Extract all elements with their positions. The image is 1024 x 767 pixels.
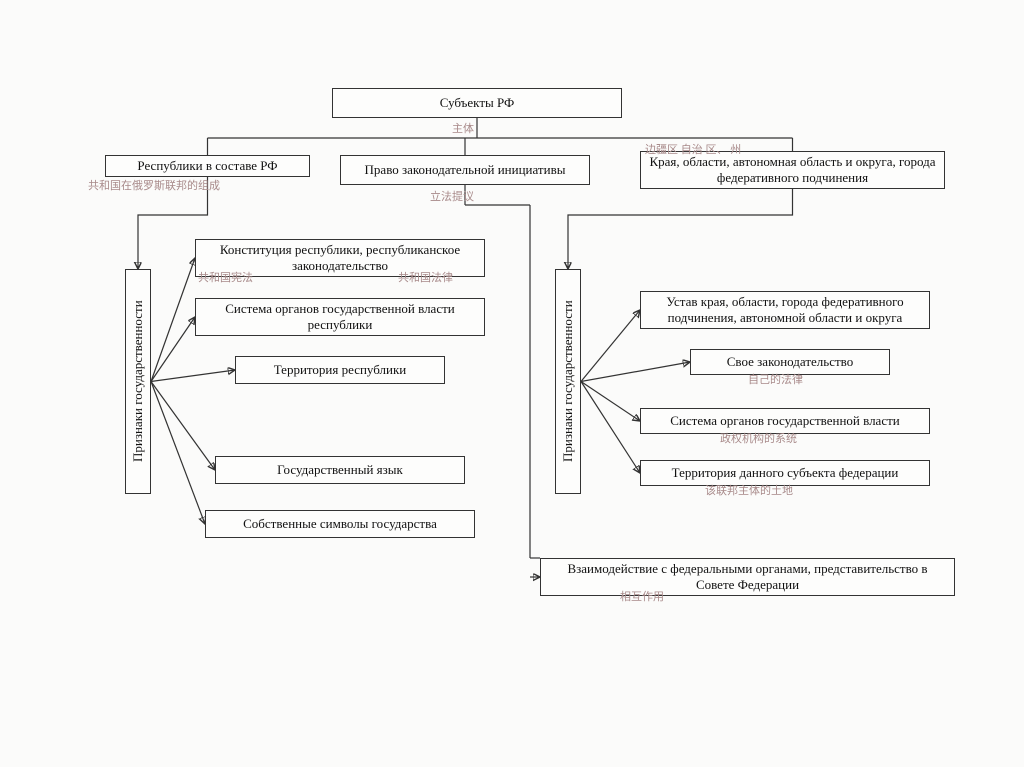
node-label: Территория республики (274, 362, 407, 378)
node-label: Субъекты РФ (440, 95, 515, 111)
node-bottom: Взаимодействие с федеральными органами, … (540, 558, 955, 596)
node-l5: Собственные символы государства (205, 510, 475, 538)
annotation-a_l1left: 共和国在俄罗斯联邦的组成 (88, 177, 220, 193)
annotation-a_l1mid: 立法提议 (430, 188, 474, 204)
node-label: Республики в составе РФ (137, 158, 277, 174)
annotation-a_box_r4: 该联邦主体的土地 (705, 482, 793, 498)
node-title: Субъекты РФ (332, 88, 622, 118)
node-vlabel_r: Признаки государственности (555, 269, 581, 494)
diagram-canvas: Субъекты РФ Республики в составе РФ Право … (0, 0, 1024, 767)
annotation-a_bottom: 相互作用 (620, 588, 664, 604)
node-label: Устав края, области, города федеративног… (647, 294, 923, 327)
node-label: Края, области, автономная область и окру… (647, 154, 938, 187)
node-label: Система органов государственной власти р… (202, 301, 478, 334)
node-l2: Система органов государственной власти р… (195, 298, 485, 336)
annotation-a_box_r3: 政权机构的系统 (720, 430, 797, 446)
annotation-a_box_l1a: 共和国宪法 (198, 269, 253, 285)
node-label: Свое законодательство (727, 354, 853, 370)
node-label: Признаки государственности (130, 301, 146, 463)
node-r1: Устав края, области, города федеративног… (640, 291, 930, 329)
node-vlabel_l: Признаки государственности (125, 269, 151, 494)
annotation-a_box_l1b: 共和国法律 (398, 269, 453, 285)
node-label: Территория данного субъекта федерации (672, 465, 899, 481)
node-label: Признаки государственности (560, 301, 576, 463)
node-level1_left: Республики в составе РФ (105, 155, 310, 177)
node-l4: Государственный язык (215, 456, 465, 484)
node-label: Взаимодействие с федеральными органами, … (547, 561, 948, 594)
node-l3: Территория республики (235, 356, 445, 384)
node-label: Право законодательной инициативы (365, 162, 566, 178)
annotation-a_box_r2: 自己的法律 (748, 371, 803, 387)
annotation-a_l1right: 边疆区 自治 区、 州 (645, 141, 741, 157)
node-label: Государственный язык (277, 462, 403, 478)
annotation-a_title: 主体 (452, 120, 474, 136)
node-label: Собственные символы государства (243, 516, 437, 532)
node-label: Система органов государственной власти (670, 413, 900, 429)
node-level1_mid: Право законодательной инициативы (340, 155, 590, 185)
